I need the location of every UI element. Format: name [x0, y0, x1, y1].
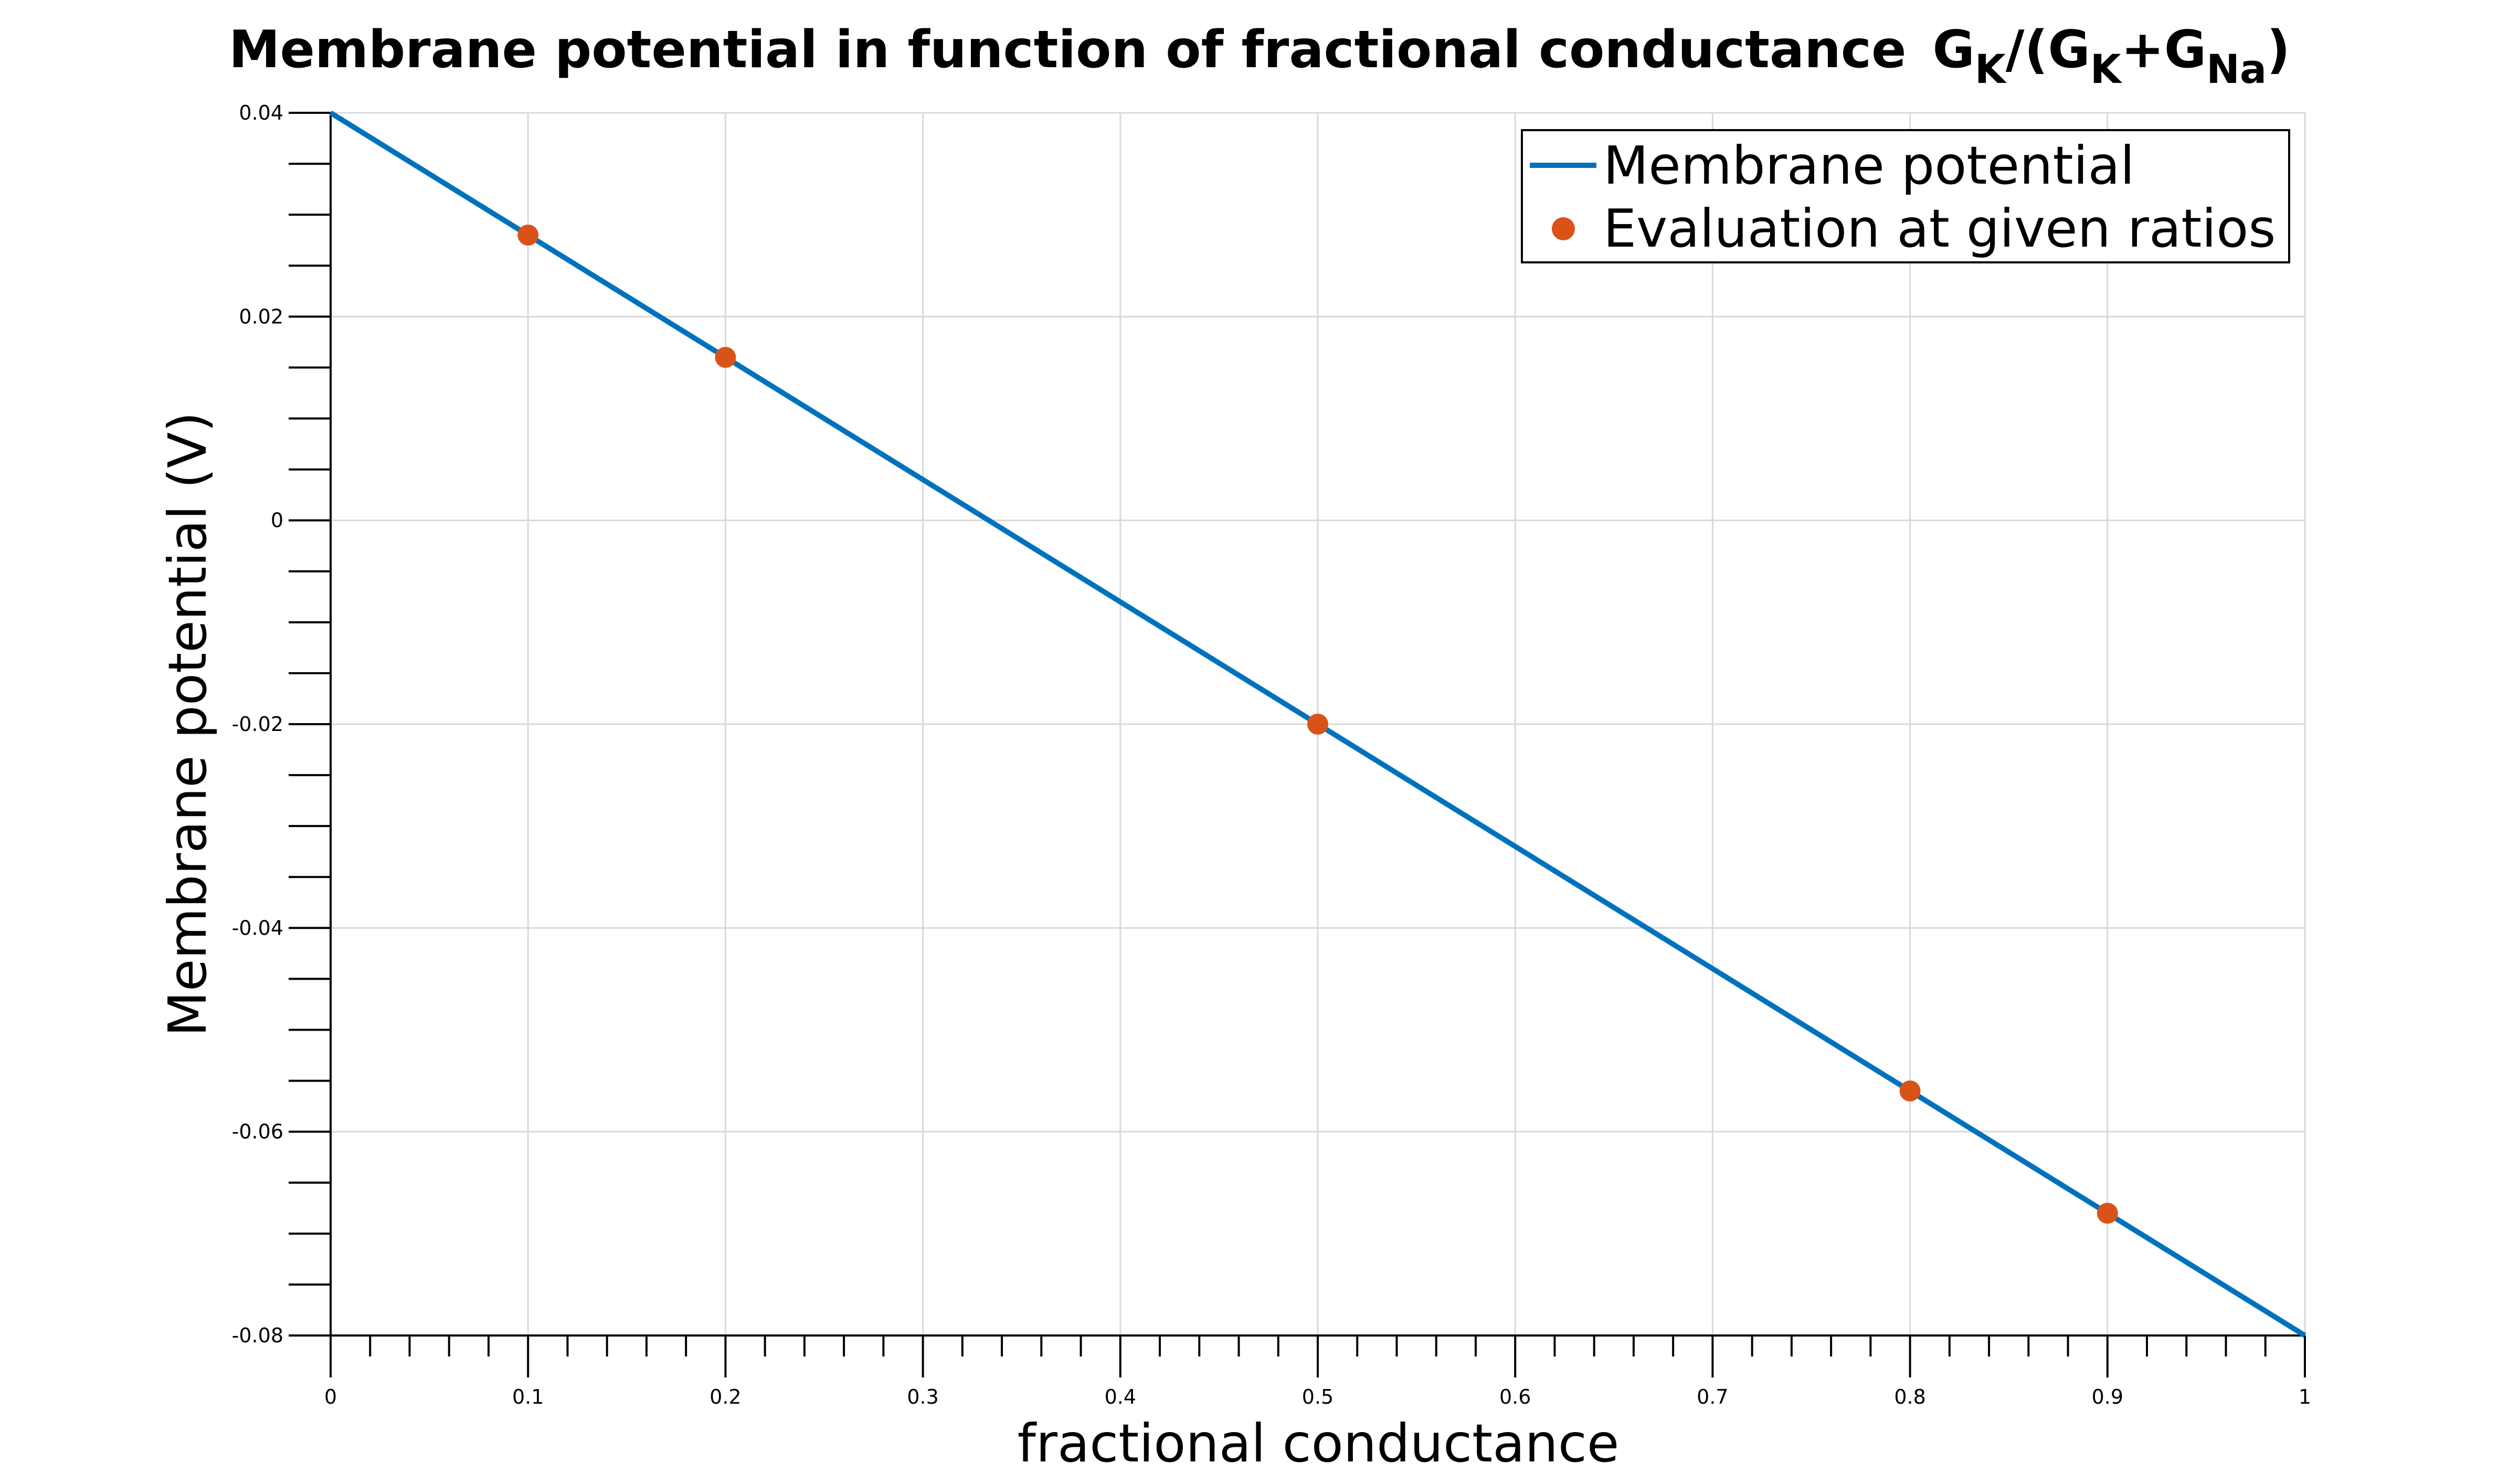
y-tick-label: 0.04	[239, 101, 283, 124]
x-tick-label: 0	[324, 1385, 337, 1408]
chart-title-sub-na: Na	[2206, 46, 2267, 92]
y-tick-label: -0.06	[232, 1120, 283, 1143]
data-point-evaluation	[1899, 1080, 1921, 1101]
x-tick-label: 0.1	[512, 1385, 544, 1408]
x-tick-label: 0.3	[907, 1385, 938, 1408]
legend-label-evaluation: Evaluation at given ratios	[1603, 198, 2276, 259]
chart-title-sub-k: K	[1975, 46, 2007, 92]
data-point-evaluation	[2097, 1203, 2118, 1224]
chart-title-close: )	[2267, 20, 2290, 80]
chart-title: Membrane potential in function of fracti…	[229, 20, 2290, 92]
data-point-evaluation	[715, 347, 736, 368]
x-tick-label: 0.8	[1894, 1385, 1925, 1408]
y-tick-label: 0	[271, 509, 283, 532]
x-tick-label: 0.2	[710, 1385, 741, 1408]
x-tick-label: 0.9	[2092, 1385, 2123, 1408]
data-point-evaluation	[1307, 714, 1328, 735]
legend-box	[1521, 129, 2290, 263]
chart-title-sub-k2: K	[2090, 46, 2123, 92]
chart-title-plus: +G	[2121, 20, 2207, 80]
legend-marker-swatch	[1552, 217, 1575, 240]
x-tick-label: 0.7	[1697, 1385, 1728, 1408]
y-tick-label: -0.08	[232, 1324, 283, 1347]
chart-title-mid: /(G	[2006, 20, 2090, 80]
y-tick-label: -0.02	[232, 713, 283, 736]
x-tick-label: 0.6	[1499, 1385, 1531, 1408]
chart-title-main: Membrane potential in function of fracti…	[229, 20, 1906, 80]
legend: Membrane potential Evaluation at given r…	[1521, 129, 2290, 263]
legend-label-membrane-potential: Membrane potential	[1603, 135, 2135, 196]
x-tick-label: 1	[2299, 1385, 2311, 1408]
x-tick-label: 0.4	[1105, 1385, 1136, 1408]
plot-area	[329, 110, 2306, 1338]
chart-title-g: G	[1932, 20, 1974, 80]
y-tick-label: 0.02	[239, 305, 283, 328]
axes: 0 0.1 0.2 0.3 0.4 0.5 0.6 0.7 0.8 0.9 1 0.04 0.02 0 -0…	[232, 101, 2311, 1408]
data-point-evaluation	[517, 225, 539, 246]
x-axis-label: fractional conductance	[1018, 1413, 1620, 1474]
x-tick-label: 0.5	[1302, 1385, 1333, 1408]
y-tick-label: -0.04	[232, 916, 283, 939]
y-axis-label: Membrane potential (V)	[157, 412, 218, 1037]
